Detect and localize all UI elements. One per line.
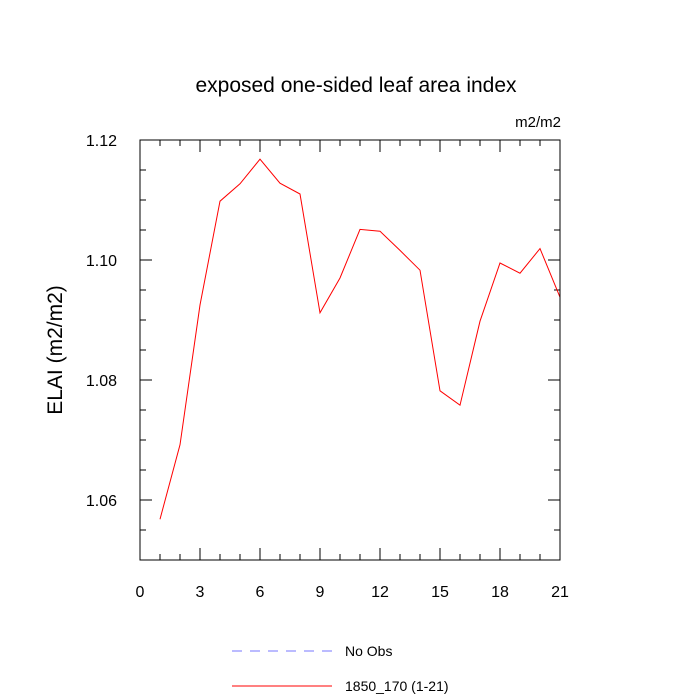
x-tick-label: 0 (136, 584, 145, 601)
y-tick-label: 1.08 (86, 373, 117, 390)
series-line-1 (159, 158, 561, 520)
x-tick-label: 18 (491, 584, 509, 601)
y-tick-label: 1.06 (86, 493, 117, 510)
y-axis-label: ELAI (m2/m2) (44, 285, 67, 415)
x-tick-label: 3 (196, 584, 205, 601)
legend: No Obs 1850_170 (1-21) (232, 643, 449, 694)
x-tick-label: 9 (316, 584, 325, 601)
units-label: m2/m2 (515, 114, 561, 131)
x-tick-label: 12 (371, 584, 389, 601)
legend-label-1850-170: 1850_170 (1-21) (345, 678, 449, 694)
x-tick-label: 15 (431, 584, 449, 601)
tick-labels: 0 3 6 9 12 15 18 21 1.06 1.08 1.10 1.12 (86, 133, 569, 601)
chart-title: exposed one-sided leaf area index (195, 74, 517, 97)
plot-frame (139, 139, 561, 561)
x-tick-label: 21 (551, 584, 569, 601)
x-tick-label: 6 (256, 584, 265, 601)
y-tick-label: 1.10 (86, 253, 117, 270)
legend-label-no-obs: No Obs (345, 643, 392, 659)
axis-ticks (139, 139, 561, 561)
y-tick-label: 1.12 (86, 133, 117, 150)
series-layer (159, 158, 561, 520)
